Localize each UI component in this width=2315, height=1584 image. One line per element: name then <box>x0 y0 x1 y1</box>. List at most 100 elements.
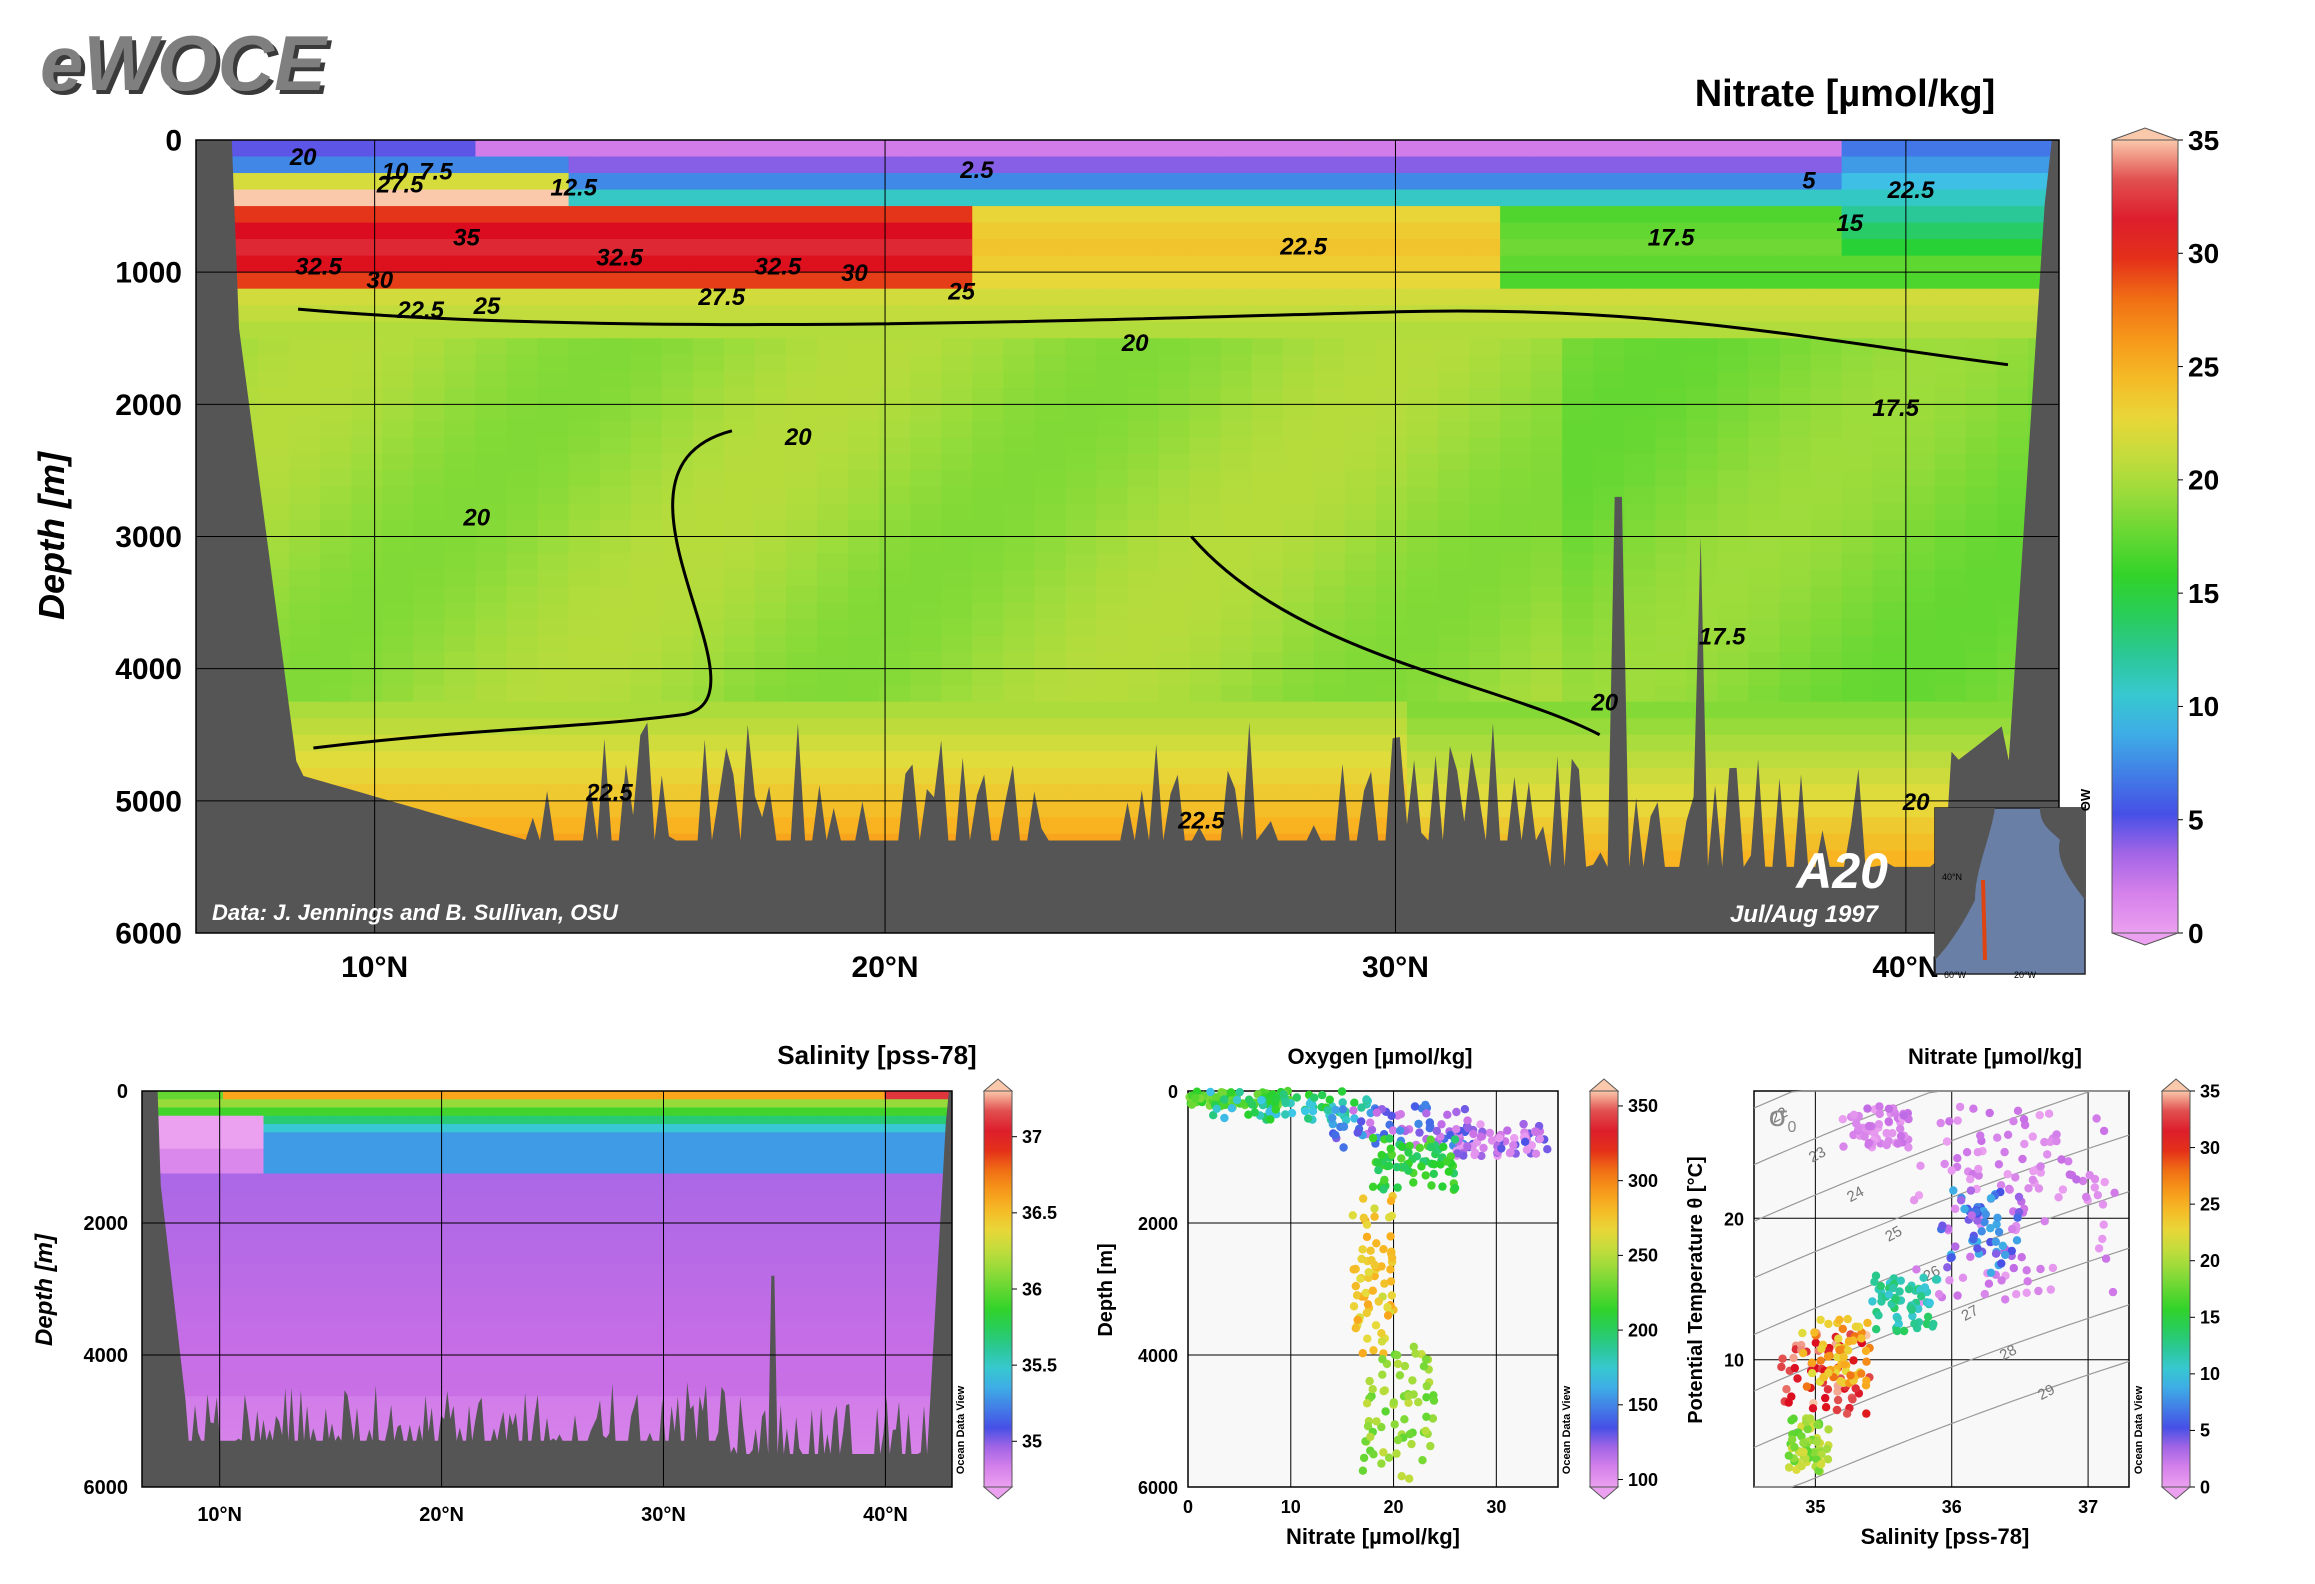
salinity-section-cell <box>803 1256 818 1265</box>
main-section-cell <box>382 288 414 306</box>
main-section-cell <box>413 272 445 290</box>
main-section-cell <box>1624 817 1656 835</box>
main-section-cell <box>1593 371 1625 389</box>
main-section-cell <box>1189 635 1222 653</box>
main-section-cell <box>1003 305 1035 323</box>
salinity-section-cell <box>385 1289 400 1298</box>
main-section-cell <box>1934 503 1967 521</box>
salinity-section-cell <box>844 1173 859 1183</box>
main-section-cell <box>537 569 570 587</box>
main-section-cell <box>1406 486 1439 505</box>
main-section-cell <box>1748 569 1781 587</box>
salinity-section-cell <box>655 1140 670 1150</box>
main-section-cell <box>1344 668 1377 686</box>
main-section-cell <box>1500 239 1532 257</box>
salinity-section-cell <box>344 1181 359 1191</box>
salinity-section-cell <box>317 1231 332 1241</box>
salinity-section-cell <box>736 1231 751 1241</box>
main-section-cell <box>1220 420 1253 438</box>
main-section-cell <box>1841 701 1874 719</box>
main-section-cell <box>1810 404 1843 422</box>
main-section-cell <box>1655 255 1687 273</box>
main-section-cell <box>413 420 445 438</box>
main-section-cell <box>1282 420 1315 438</box>
main-section-cell <box>475 206 508 224</box>
salinity-section-cell <box>493 1264 508 1274</box>
salinity-section-cell <box>439 1165 454 1175</box>
salinity-section-cell <box>803 1297 818 1307</box>
main-section-cell <box>1717 751 1750 769</box>
salinity-section-cell <box>722 1247 737 1257</box>
salinity-section-cell <box>641 1363 656 1373</box>
salinity-section-cell <box>250 1181 265 1191</box>
main-section-cell <box>1065 338 1098 356</box>
main-section-cell <box>1500 189 1532 207</box>
main-section-cell <box>941 338 973 356</box>
main-section-cell <box>661 420 694 438</box>
salinity-section-cell <box>911 1305 926 1315</box>
main-section-cell <box>817 321 849 339</box>
salinity-section-cell <box>439 1338 454 1348</box>
main-section-cell <box>941 404 973 422</box>
salinity-section-cell <box>236 1247 251 1257</box>
main-section-cell <box>1841 586 1874 604</box>
main-section-cell <box>1158 420 1191 438</box>
salinity-section-cell <box>641 1148 656 1158</box>
salinity-section-cell <box>749 1223 764 1232</box>
salinity-section-cell <box>547 1173 562 1183</box>
salinity-section-cell <box>695 1256 710 1265</box>
main-section-cell <box>537 156 570 174</box>
main-section-cell <box>1251 503 1284 521</box>
salinity-section-cell <box>182 1148 197 1158</box>
salinity-section-cell <box>844 1223 859 1232</box>
main-section-cell <box>1065 173 1098 191</box>
salinity-section-cell <box>398 1272 413 1282</box>
salinity-section-cell <box>290 1289 305 1298</box>
main-section-y-tick-label: 3000 <box>115 521 182 554</box>
contour-label: 5 <box>1802 168 1816 195</box>
salinity-section-cell <box>371 1157 386 1166</box>
main-section-cell <box>1438 470 1470 488</box>
salinity-section-cell <box>533 1124 548 1133</box>
main-section-cell <box>630 272 663 290</box>
main-section-cell <box>444 519 477 538</box>
salinity-section-cell <box>182 1198 197 1208</box>
main-section-cell <box>1313 685 1346 703</box>
main-section-cell <box>1034 701 1066 719</box>
main-section-cell <box>1624 751 1656 769</box>
main-section-cell <box>879 569 911 587</box>
salinity-section-cell <box>709 1206 724 1216</box>
salinity-section-cell <box>925 1272 940 1282</box>
salinity-section-cell <box>466 1231 481 1241</box>
main-section-cell <box>568 222 601 240</box>
main-section-cell <box>1841 635 1874 653</box>
salinity-section-cell <box>290 1148 305 1158</box>
salinity-section-cell <box>196 1338 211 1348</box>
main-section-cell <box>351 206 383 224</box>
salinity-section-cell <box>371 1280 386 1290</box>
salinity-section-cell <box>263 1140 278 1150</box>
main-section-cell <box>599 652 632 670</box>
main-section-cell <box>1096 800 1129 818</box>
salinity-section-cell <box>439 1264 454 1274</box>
salinity-section-cell <box>412 1091 427 1100</box>
main-section-cell <box>1438 619 1470 637</box>
salinity-section-cell <box>763 1140 778 1150</box>
main-section-cell <box>537 255 570 273</box>
salinity-section-cell <box>520 1173 535 1183</box>
main-section-cell <box>754 173 787 191</box>
main-section-cell <box>1469 173 1501 191</box>
main-section-cell <box>785 668 818 686</box>
salinity-section-cell <box>331 1198 346 1208</box>
salinity-section-cell <box>817 1198 832 1208</box>
main-section-cell <box>1748 371 1781 389</box>
salinity-section-cell <box>857 1346 872 1356</box>
main-section-cell <box>1065 635 1098 653</box>
main-section-cell <box>444 602 477 620</box>
main-section-cell <box>1562 255 1594 273</box>
main-section-cell <box>1531 189 1563 207</box>
main-section-cell <box>661 718 694 736</box>
main-section-cell <box>785 255 818 273</box>
salinity-section-cell <box>317 1148 332 1158</box>
salinity-section-cell <box>317 1346 332 1356</box>
